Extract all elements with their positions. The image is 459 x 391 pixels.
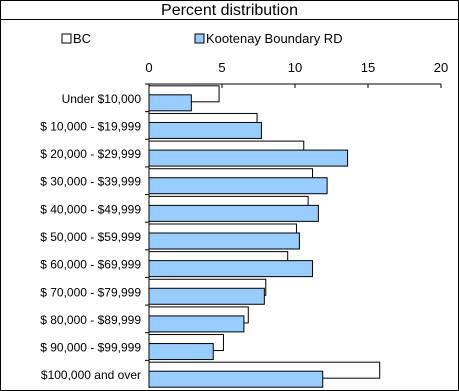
bar-kootenay	[148, 260, 314, 278]
category-label: $ 70,000 - $79,999	[40, 285, 141, 299]
category-label: $ 90,000 - $99,999	[40, 341, 141, 355]
bar-kootenay	[148, 232, 300, 250]
category-label: $ 20,000 - $29,999	[40, 147, 141, 161]
legend-label-bc: BC	[73, 31, 91, 46]
bar-kootenay	[148, 177, 328, 195]
x-tick-label: 10	[288, 60, 302, 75]
bar-kootenay	[148, 315, 245, 333]
category-label: $ 30,000 - $39,999	[40, 175, 141, 189]
bar-kootenay	[148, 287, 265, 305]
category-label: $ 50,000 - $59,999	[40, 230, 141, 244]
category-label: Under $10,000	[62, 92, 142, 106]
x-tick-label: 0	[145, 60, 152, 75]
category-labels: Under $10,000 $ 10,000 - $19,999 $ 20,000 …	[40, 83, 149, 382]
bar-kootenay	[148, 204, 319, 222]
bar-kootenay	[148, 370, 324, 388]
x-tick-label: 20	[434, 60, 448, 75]
legend-swatch-bc	[61, 33, 72, 44]
category-label: $ 10,000 - $19,999	[40, 119, 141, 133]
category-label: $ 80,000 - $89,999	[40, 313, 141, 327]
bar-kootenay	[148, 121, 262, 139]
bar-kootenay	[148, 94, 192, 112]
x-tick-label: 5	[218, 60, 225, 75]
category-label: $ 40,000 - $49,999	[40, 202, 141, 216]
legend: BC Kootenay Boundary RD	[61, 31, 343, 46]
x-tick-label: 15	[361, 60, 375, 75]
legend-swatch-kootenay	[194, 33, 205, 44]
bar-kootenay	[148, 149, 349, 167]
legend-label-kootenay: Kootenay Boundary RD	[206, 31, 343, 46]
chart-title: Percent distribution	[161, 2, 298, 19]
category-label: $100,000 and over	[41, 368, 141, 382]
category-label: $ 60,000 - $69,999	[40, 258, 141, 272]
bar-kootenay	[148, 343, 214, 361]
bars	[148, 85, 381, 388]
